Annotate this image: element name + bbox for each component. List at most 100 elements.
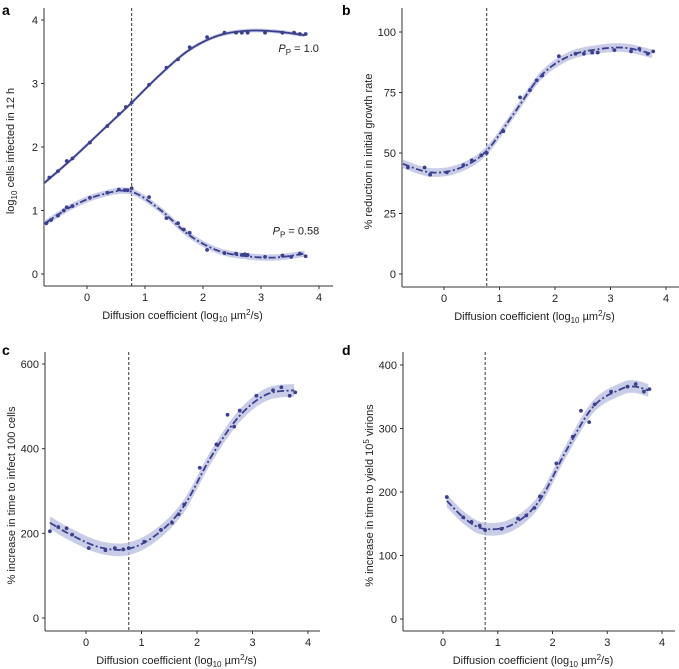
data-point [164, 216, 169, 221]
y-tick-label: 3 [32, 79, 38, 91]
data-point [516, 516, 520, 521]
x-tick-label: 1 [496, 293, 502, 305]
label-part-post: /s) [245, 655, 257, 667]
label-part-pre: % increase in time to infect 100 cells [6, 406, 18, 584]
annotation-value: = 1.0 [291, 43, 319, 55]
y-tick-label: 0 [33, 613, 39, 625]
annotation-symbol: P [278, 43, 286, 55]
label-part-sup: 2 [240, 653, 245, 662]
x-axis-label: Diffusion coefficient (log10 µm2/s) [454, 309, 615, 325]
x-tick-label: 1 [138, 637, 144, 649]
data-point [64, 526, 69, 531]
confidence-band [44, 28, 305, 186]
data-point [49, 218, 53, 222]
annotation-subscript: P [280, 231, 285, 240]
data-point [556, 54, 561, 59]
data-point [86, 546, 91, 551]
y-tick-label: 200 [21, 528, 39, 540]
y-axis-label: % increase in time to infect 100 cells [6, 406, 18, 584]
label-part-pre: % reduction in initial growth rate [363, 74, 375, 230]
y-axis-label: % increase in time to yield 105 virions [362, 404, 376, 587]
series-0 [444, 380, 652, 536]
fit-line [49, 389, 295, 551]
label-part-mid: µm [222, 655, 241, 667]
label-part-post: /s) [601, 655, 613, 667]
data-point [444, 495, 449, 499]
y-tick-label: 300 [379, 424, 397, 436]
data-point [595, 50, 600, 55]
x-tick-label: 3 [607, 293, 613, 305]
series-0 [48, 383, 298, 557]
data-point [587, 420, 592, 425]
label-part-sub: 10 [569, 660, 578, 669]
x-axis-label: Diffusion coefficient (log10 µm2/s) [102, 308, 263, 324]
label-part-sub: 10 [219, 315, 228, 324]
data-point [254, 393, 259, 398]
y-tick-label: 400 [21, 444, 39, 456]
label-part-mid: µm [228, 310, 247, 322]
data-point [518, 95, 522, 100]
y-tick-label: 0 [390, 269, 396, 281]
y-tick-label: 75 [384, 88, 396, 100]
fit-line [446, 385, 649, 531]
label-part-mid: µm [580, 311, 599, 323]
data-point [232, 424, 237, 429]
label-part-sub: 10 [571, 316, 580, 325]
data-point [647, 387, 652, 392]
annotation-value: = 0.58 [285, 226, 319, 238]
x-axis-label: Diffusion coefficient (log10 µm2/s) [453, 653, 614, 669]
x-tick-label: 2 [549, 637, 555, 649]
data-point [279, 385, 284, 390]
label-part-sub: 10 [10, 190, 19, 199]
data-point [581, 51, 586, 56]
x-tick-label: 4 [305, 637, 311, 649]
label-part-sup: 2 [597, 653, 602, 662]
label-part-post: /s) [603, 311, 615, 323]
data-point [205, 247, 209, 252]
annotation-symbol: P [273, 226, 281, 238]
y-tick-label: 200 [379, 487, 397, 499]
series-0: PP = 1.0 [43, 28, 319, 186]
data-point [147, 195, 151, 200]
x-tick-label: 0 [441, 293, 447, 305]
data-point [303, 254, 308, 259]
data-point [129, 186, 134, 191]
x-tick-label: 2 [200, 292, 206, 304]
data-point [579, 408, 583, 413]
annotation-subscript: P [286, 48, 291, 57]
label-part-pre: Diffusion coefficient (log [453, 655, 569, 667]
data-point [422, 165, 427, 170]
data-point [197, 465, 202, 470]
y-tick-label: 100 [378, 27, 396, 39]
label-part-pre: % increase in time to yield 10 [364, 444, 376, 587]
label-part-mid: cells infected in 12 h [5, 88, 17, 191]
y-axis-label: log10 cells infected in 12 h [5, 88, 19, 214]
y-tick-label: 50 [384, 148, 396, 160]
y-tick-label: 400 [379, 360, 397, 372]
y-tick-label: 25 [384, 209, 396, 221]
panel-letter: d [342, 342, 351, 358]
fit-line [43, 189, 305, 259]
label-part-sub: 10 [213, 660, 222, 669]
data-point [651, 49, 656, 54]
data-point [287, 393, 292, 398]
data-point [176, 221, 180, 226]
panel-letter: a [2, 2, 10, 18]
y-axis-label: % reduction in initial growth rate [363, 74, 375, 230]
data-point [554, 461, 559, 466]
label-part-pre: log [5, 199, 17, 214]
label-part-sup: 2 [598, 309, 603, 318]
data-point [625, 384, 630, 389]
panel-letter: c [2, 342, 10, 358]
x-tick-label: 0 [83, 637, 89, 649]
fit-line [402, 46, 653, 174]
x-tick-label: 0 [84, 292, 90, 304]
y-tick-label: 1 [32, 206, 38, 218]
x-tick-label: 1 [142, 292, 148, 304]
data-point [428, 172, 433, 177]
